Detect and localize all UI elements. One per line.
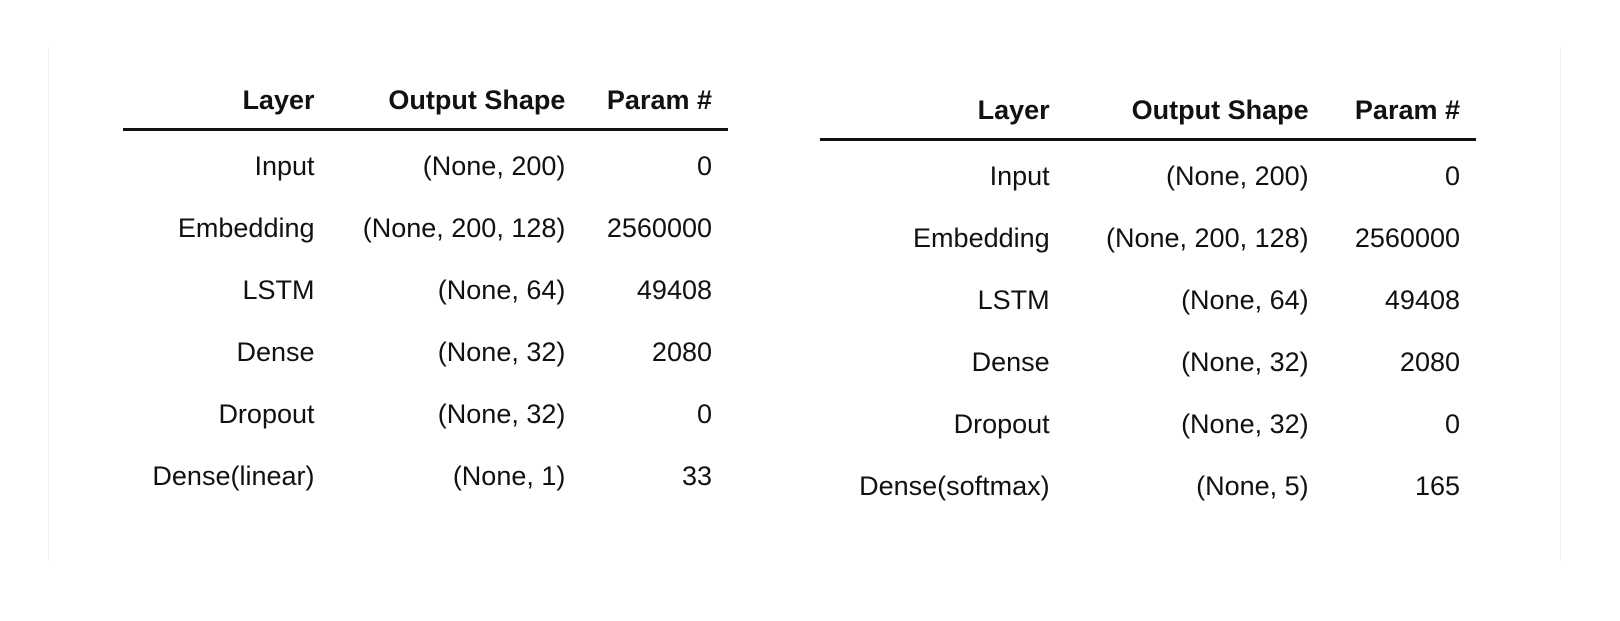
- param-count-cell: 0: [696, 398, 712, 429]
- param-count-cell: 2560000: [606, 212, 712, 243]
- output-shape-cell: (None, 64): [1181, 284, 1309, 315]
- table-row: Dense (None, 32) 2080: [123, 321, 728, 383]
- output-shape-cell: (None, 200): [422, 150, 566, 181]
- layer-cell: Dense(softmax): [859, 470, 1050, 501]
- table-row: Input (None, 200) 0: [123, 130, 728, 198]
- table-row: Dropout (None, 32) 0: [820, 393, 1476, 455]
- output-shape-cell: (None, 32): [437, 336, 566, 367]
- param-count-cell: 0: [1444, 160, 1460, 191]
- left-table-panel: Layer Output Shape Param # Input (None, …: [48, 47, 766, 561]
- output-shape-cell: (None, 32): [437, 398, 566, 429]
- table-header-row: Layer Output Shape Param #: [820, 95, 1476, 141]
- layer-cell: Dropout: [218, 398, 315, 429]
- param-count-cell: 2080: [651, 336, 712, 367]
- table-row: Input (None, 200) 0: [820, 140, 1476, 208]
- output-shape-cell: (None, 1): [452, 460, 566, 491]
- right-table-panel: Layer Output Shape Param # Input (None, …: [764, 47, 1561, 561]
- output-shape-cell: (None, 200, 128): [362, 212, 566, 243]
- param-count-cell: 49408: [1384, 284, 1460, 315]
- param-count-cell: 0: [696, 150, 712, 181]
- output-shape-cell: (None, 200): [1166, 160, 1309, 191]
- param-count-cell: 0: [1444, 408, 1460, 439]
- header-layer: Layer: [820, 95, 1066, 141]
- table-row: Dense (None, 32) 2080: [820, 331, 1476, 393]
- output-shape-cell: (None, 5): [1196, 470, 1309, 501]
- param-count-cell: 2080: [1399, 346, 1460, 377]
- table-row: Dense(linear) (None, 1) 33: [123, 445, 728, 507]
- layer-cell: Input: [989, 160, 1050, 191]
- layer-cell: Input: [254, 150, 315, 181]
- output-shape-cell: (None, 200, 128): [1106, 222, 1309, 253]
- layer-cell: LSTM: [977, 284, 1050, 315]
- table-row: LSTM (None, 64) 49408: [820, 269, 1476, 331]
- output-shape-cell: (None, 64): [437, 274, 566, 305]
- layer-cell: Dropout: [953, 408, 1050, 439]
- header-param-count: Param #: [1324, 95, 1476, 141]
- output-shape-cell: (None, 32): [1181, 408, 1309, 439]
- param-count-cell: 2560000: [1354, 222, 1460, 253]
- output-shape-cell: (None, 32): [1181, 346, 1309, 377]
- layer-cell: Dense: [971, 346, 1050, 377]
- regression-model-summary-table: Layer Output Shape Param # Input (None, …: [123, 85, 728, 507]
- table-row: Dense(softmax) (None, 5) 165: [820, 455, 1476, 517]
- layer-cell: Dense(linear): [152, 460, 315, 491]
- table-row: LSTM (None, 64) 49408: [123, 259, 728, 321]
- param-count-cell: 33: [681, 460, 712, 491]
- layer-cell: Embedding: [177, 212, 315, 243]
- layer-cell: LSTM: [242, 274, 315, 305]
- header-output-shape: Output Shape: [330, 85, 582, 131]
- layer-cell: Dense: [236, 336, 315, 367]
- table-row: Embedding (None, 200, 128) 2560000: [820, 207, 1476, 269]
- table-header-row: Layer Output Shape Param #: [123, 85, 728, 131]
- header-layer: Layer: [123, 85, 331, 131]
- table-row: Dropout (None, 32) 0: [123, 383, 728, 445]
- layer-cell: Embedding: [913, 222, 1050, 253]
- classification-model-summary-table: Layer Output Shape Param # Input (None, …: [820, 95, 1476, 517]
- header-output-shape: Output Shape: [1065, 95, 1325, 141]
- table-row: Embedding (None, 200, 128) 2560000: [123, 197, 728, 259]
- param-count-cell: 165: [1414, 470, 1460, 501]
- param-count-cell: 49408: [636, 274, 712, 305]
- header-param-count: Param #: [581, 85, 728, 131]
